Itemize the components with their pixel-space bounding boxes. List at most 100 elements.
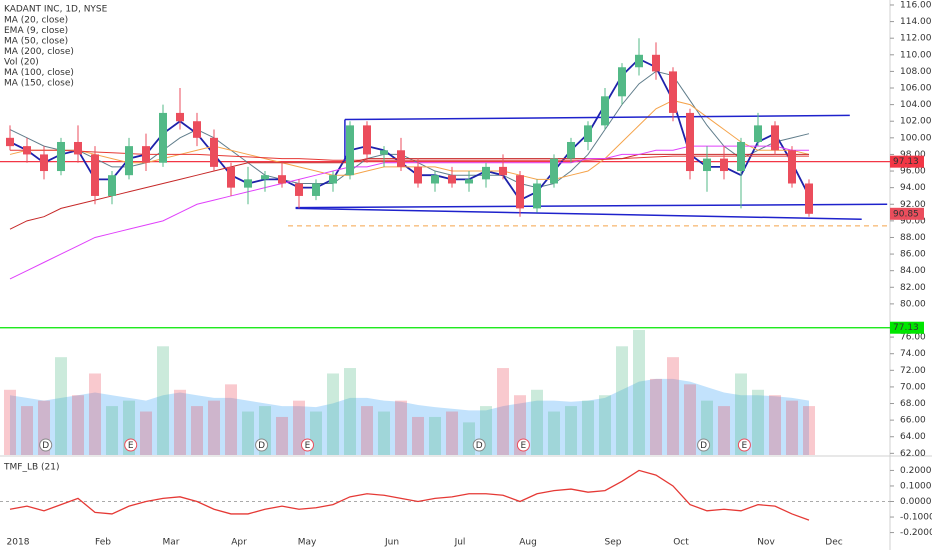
x-tick-label: May <box>298 538 317 548</box>
event-marker: D <box>472 438 486 452</box>
candle-body <box>227 166 235 188</box>
volume-bar <box>616 346 628 455</box>
y-tick-label: 90.00 <box>900 216 926 226</box>
event-label: D <box>700 441 707 451</box>
candle-body <box>312 183 320 196</box>
event-badge <box>516 438 530 452</box>
volume-bar <box>293 400 305 455</box>
event-badge <box>697 438 711 452</box>
legend-entry: MA (50, close) <box>4 37 68 47</box>
candle-body <box>465 179 473 184</box>
event-badge <box>472 438 486 452</box>
event-label: D <box>258 441 265 451</box>
volume-bar <box>276 416 288 455</box>
volume-bar <box>803 406 815 455</box>
volume-bar <box>174 389 186 455</box>
volume-bar <box>412 416 424 455</box>
volume-bar <box>21 406 33 455</box>
y-tick-label: 84.00 <box>900 266 926 276</box>
y-tick-label: 100.00 <box>900 133 932 143</box>
legend-entry: MA (100, close) <box>4 68 74 78</box>
candle-body <box>499 166 507 176</box>
event-marker: D <box>697 438 711 452</box>
legend-entry: MA (150, close) <box>4 79 74 89</box>
indicator-line <box>9 469 810 521</box>
trendline <box>295 203 888 209</box>
volume-bar <box>4 389 16 455</box>
y-tick-label: 68.00 <box>900 399 926 409</box>
event-badge <box>124 438 138 452</box>
y-tick-label: 108.00 <box>900 67 932 77</box>
trendline <box>295 207 862 220</box>
candle-body <box>754 125 762 142</box>
volume-bar <box>429 416 441 455</box>
y-tick-label: 102.00 <box>900 117 932 127</box>
volume-bar <box>769 395 781 455</box>
candle-body <box>159 112 167 163</box>
event-marker: E <box>516 438 530 452</box>
y-tick-label: 114.00 <box>900 17 932 27</box>
candle-body <box>125 146 133 176</box>
candle-body <box>448 175 456 184</box>
price-tag-label: 97.13 <box>893 157 919 167</box>
volume-bar <box>106 406 118 455</box>
candle-body <box>584 125 592 142</box>
x-tick-label: Aug <box>519 538 537 548</box>
y-tick-label: 98.00 <box>900 150 926 160</box>
candle-body <box>57 141 65 172</box>
y-tick-label: 88.00 <box>900 233 926 243</box>
x-tick-label: Nov <box>757 538 775 548</box>
event-label: E <box>742 441 748 451</box>
event-label: E <box>521 441 527 451</box>
price-tag <box>890 321 924 334</box>
x-tick-label: Mar <box>163 538 180 548</box>
candle-body <box>669 71 677 113</box>
candle-body <box>363 125 371 155</box>
volume-bar <box>446 411 458 455</box>
event-marker: E <box>737 438 751 452</box>
event-label: D <box>42 441 49 451</box>
candle-body <box>652 54 660 72</box>
event-label: E <box>128 441 134 451</box>
volume-bar <box>72 395 84 455</box>
candle-body <box>397 150 405 167</box>
x-tick-label: Sep <box>605 538 622 548</box>
x-tick-label: Feb <box>95 538 111 548</box>
legend-entry: EMA (9, close) <box>4 26 68 36</box>
event-badge <box>737 438 751 452</box>
candle-body <box>329 175 337 184</box>
event-marker: E <box>301 438 314 452</box>
candle-body <box>703 158 711 172</box>
volume-bar <box>191 406 203 455</box>
volume-bar <box>633 330 645 455</box>
x-tick-label: Apr <box>231 538 247 548</box>
candle-body <box>176 112 184 122</box>
candle-body <box>40 154 48 172</box>
y-tick-label: 72.00 <box>900 366 926 376</box>
y-tick-label: 64.00 <box>900 432 926 442</box>
candle-body <box>788 150 796 184</box>
y-tick-label: 70.00 <box>900 382 926 392</box>
legend-entry: MA (200, close) <box>4 47 74 57</box>
candle-body <box>550 158 558 184</box>
volume-bar <box>225 384 237 455</box>
y-tick-label: 86.00 <box>900 250 926 260</box>
ma-line <box>9 145 809 280</box>
y-tick-label: 0.1000 <box>900 481 932 491</box>
trendline <box>344 114 850 121</box>
candle-body <box>278 175 286 184</box>
y-tick-label: 66.00 <box>900 416 926 426</box>
volume-bar <box>344 368 356 455</box>
candle-body <box>431 175 439 184</box>
volume-bar <box>55 357 67 455</box>
y-tick-label: 112.00 <box>900 34 932 44</box>
event-badge <box>301 438 314 452</box>
candle-body <box>244 179 252 188</box>
volume-bar <box>395 400 407 455</box>
legend: KADANT INC, 1D, NYSE MA (20, close)EMA (… <box>4 5 108 89</box>
candle-body <box>618 67 626 97</box>
volume-bar <box>786 400 798 455</box>
ma-line <box>9 153 809 230</box>
